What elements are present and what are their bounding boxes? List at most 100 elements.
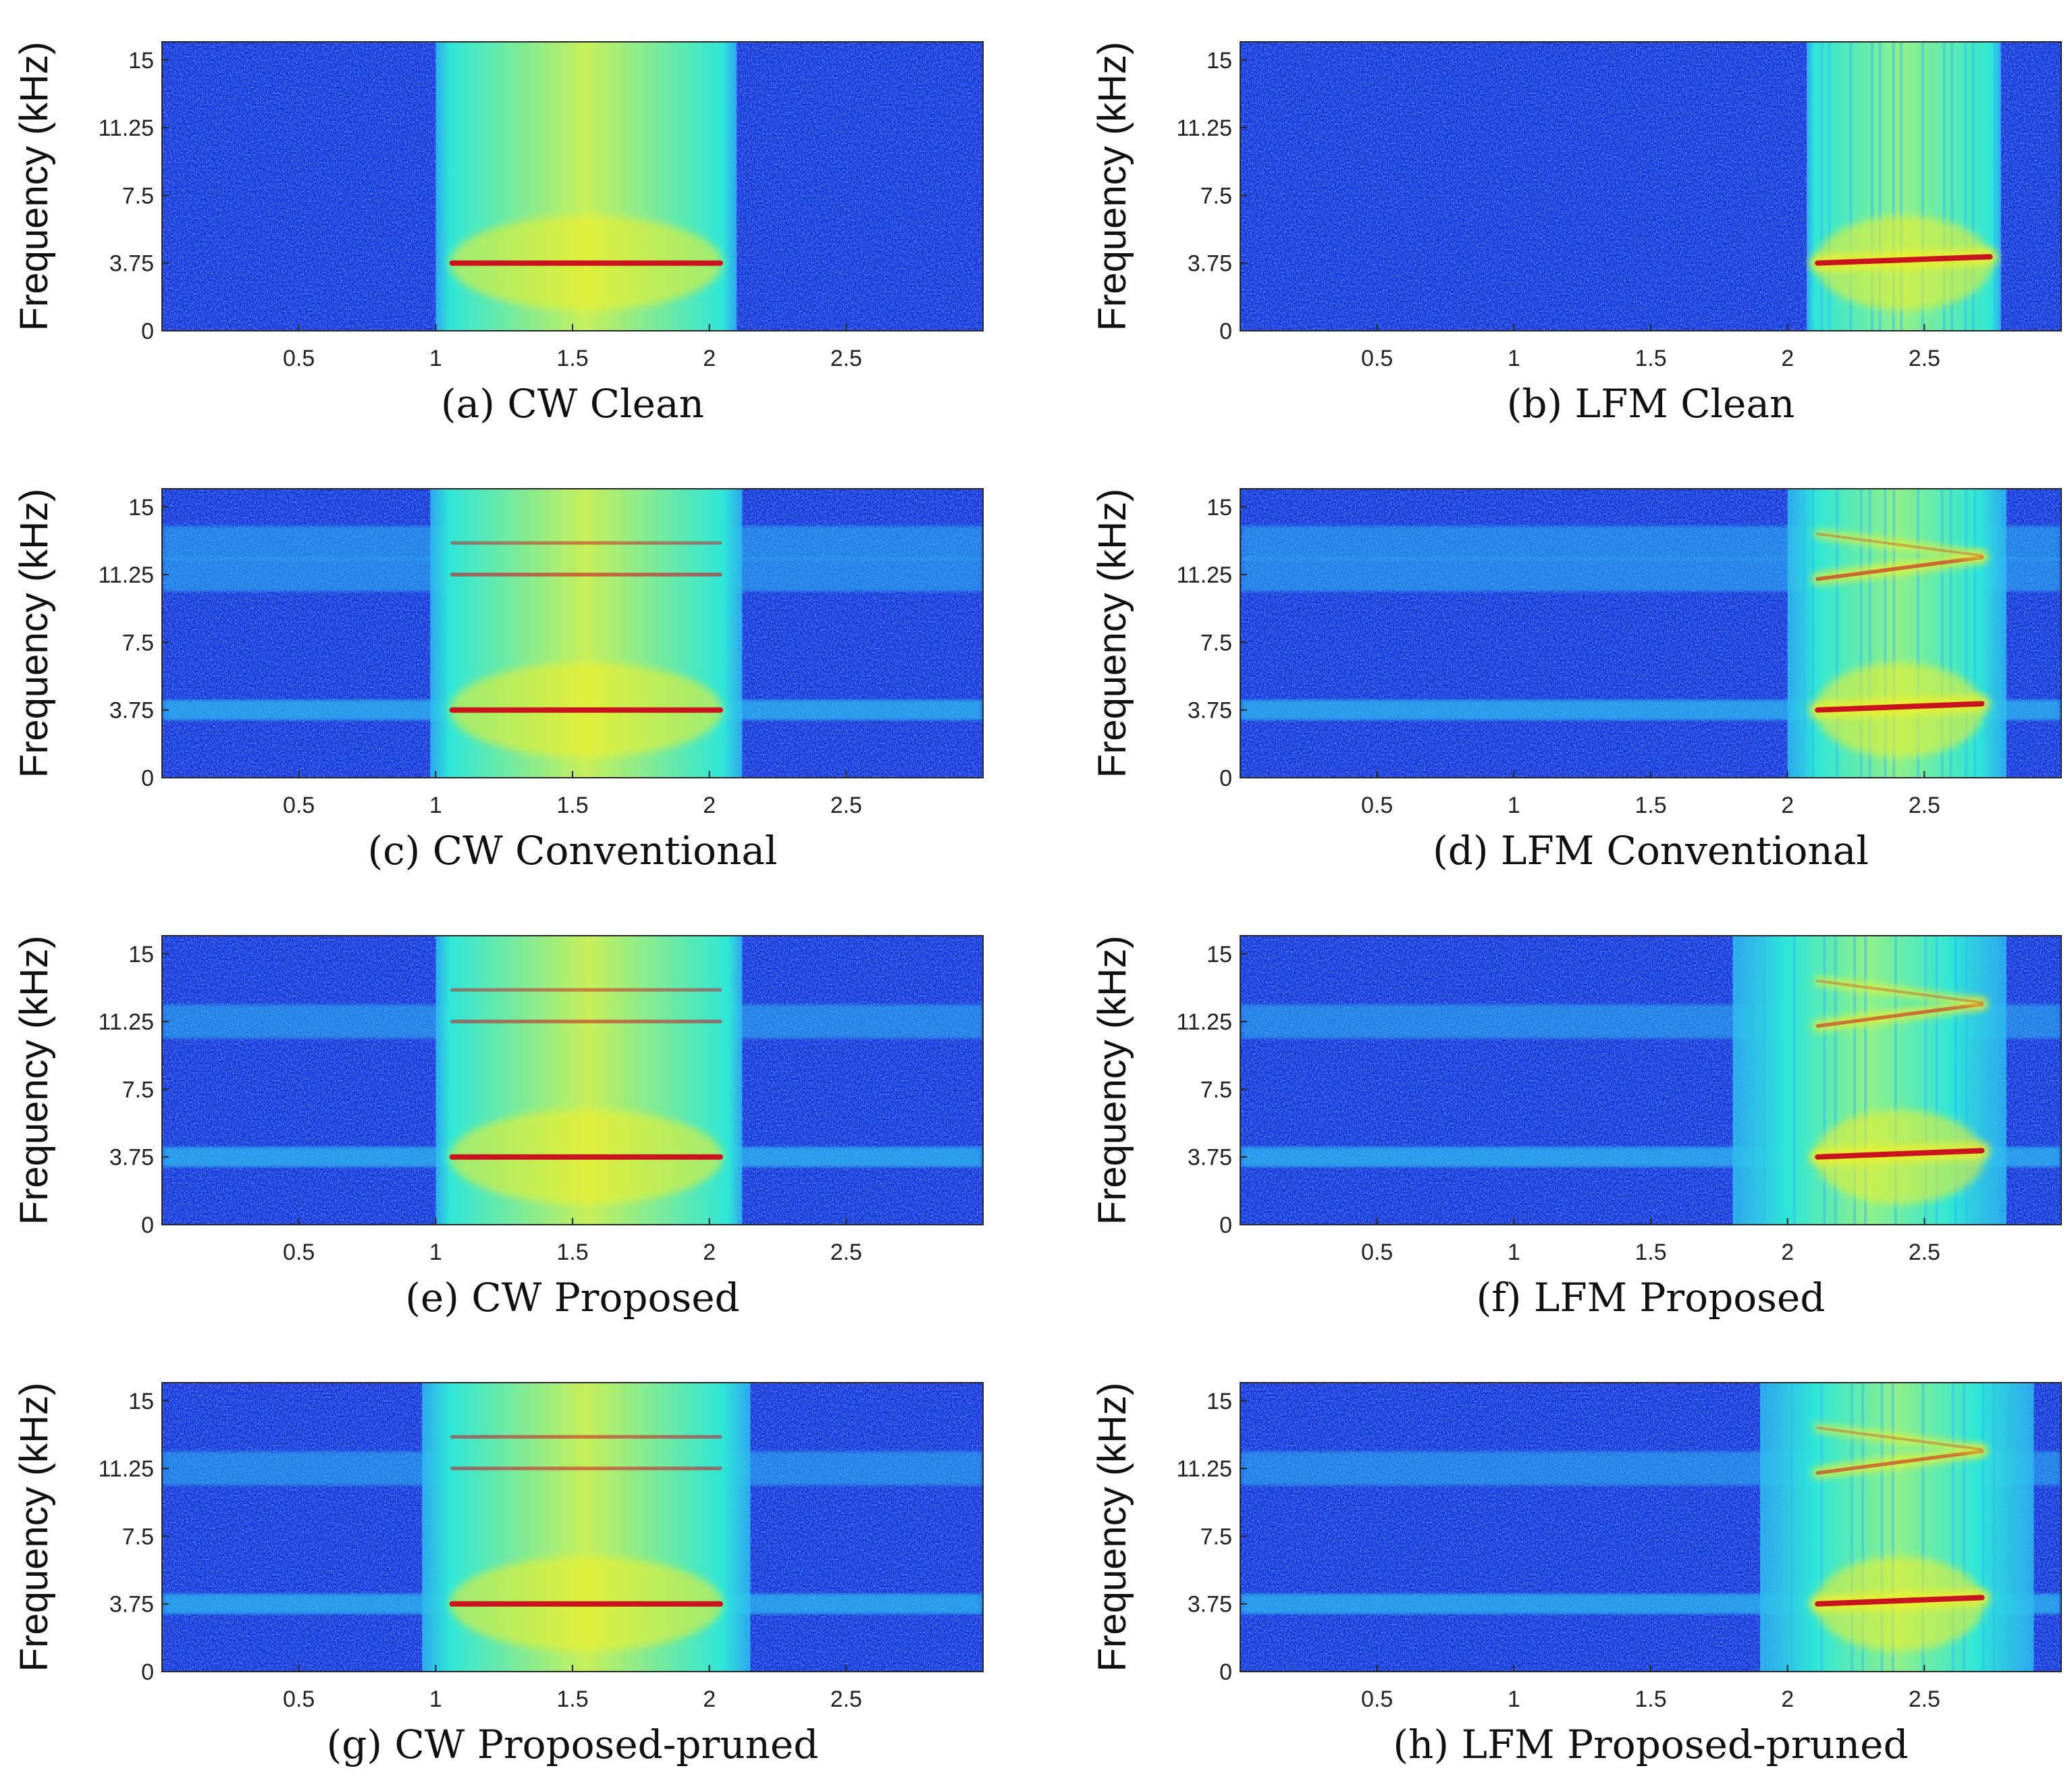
pulse-striation xyxy=(1823,936,1826,1225)
x-tick-label: 1.5 xyxy=(1635,1240,1666,1265)
pulse-striation xyxy=(1820,42,1824,331)
x-tick-label: 2.5 xyxy=(1909,1240,1940,1265)
y-axis-label: Frequency (kHz) xyxy=(1090,1383,1134,1672)
y-tick-label: 0 xyxy=(141,766,154,791)
x-tick-label: 2.5 xyxy=(830,793,862,818)
x-tick-label: 2.5 xyxy=(830,1240,862,1265)
x-tick-label: 0.5 xyxy=(283,1686,315,1712)
pulse-striation xyxy=(1850,1383,1853,1672)
x-tick-label: 0.5 xyxy=(283,346,315,371)
y-tick-label: 11.25 xyxy=(1176,562,1232,588)
pulse-striation xyxy=(1900,42,1903,331)
panel-caption: (c) CW Conventional xyxy=(368,828,778,874)
y-tick-label: 11.25 xyxy=(1176,115,1232,141)
pulse-striation xyxy=(1790,1383,1793,1672)
panel-c: 0.5 1 1.5 2 2.5 0 3.75 7.5 11.25 15 Frequency (kHz… xyxy=(12,488,984,874)
x-tick-label: 1.5 xyxy=(1635,1686,1666,1712)
y-tick-label: 15 xyxy=(1206,942,1232,967)
plot-area xyxy=(1240,42,2061,331)
pulse-striation xyxy=(1951,1383,1955,1672)
pulse-striation xyxy=(1997,489,2000,778)
y-tick-label: 0 xyxy=(1219,766,1232,791)
pulse-striation xyxy=(1982,1383,1985,1672)
x-tick-label: 2 xyxy=(703,1686,716,1712)
pulse-striation xyxy=(1861,1383,1865,1672)
y-tick-label: 7.5 xyxy=(1200,1524,1232,1549)
pulse-striation xyxy=(1836,489,1839,778)
y-tick-label: 15 xyxy=(128,48,154,74)
y-tick-label: 3.75 xyxy=(109,698,154,724)
pulse-striation xyxy=(1779,1383,1782,1672)
x-tick-label: 2 xyxy=(703,1240,716,1265)
pulse-striation xyxy=(1916,489,1919,778)
pulse-striation xyxy=(1760,1383,1763,1672)
pulse-striation xyxy=(1954,936,1957,1225)
y-tick-label: 0 xyxy=(1219,319,1232,344)
y-tick-label: 7.5 xyxy=(1200,1077,1232,1102)
x-tick-label: 2.5 xyxy=(830,1686,862,1712)
pulse-striation xyxy=(1965,936,1969,1225)
tone-line xyxy=(1816,532,1984,557)
y-tick-label: 3.75 xyxy=(1188,251,1232,277)
y-tick-label: 7.5 xyxy=(122,1524,154,1549)
x-tick-label: 2.5 xyxy=(1909,793,1940,818)
y-tick-label: 3.75 xyxy=(109,1592,154,1618)
panel-h: 0.5 1 1.5 2 2.5 0 3.75 7.5 11.25 15 Frequency (kHz… xyxy=(1090,1382,2062,1767)
x-tick-label: 1 xyxy=(429,793,442,818)
x-tick-label: 0.5 xyxy=(1361,793,1393,818)
pulse-striation xyxy=(1853,936,1856,1225)
y-axis-label: Frequency (kHz) xyxy=(1090,42,1134,331)
panel-caption: (d) LFM Conventional xyxy=(1433,828,1869,874)
y-tick-label: 11.25 xyxy=(98,562,154,588)
tone-line xyxy=(1815,1148,1985,1160)
pulse-striation xyxy=(1803,489,1806,778)
x-tick-label: 1 xyxy=(429,1240,442,1265)
y-tick-label: 0 xyxy=(1219,1659,1232,1685)
y-tick-label: 11.25 xyxy=(1176,1009,1232,1035)
panel-f: 0.5 1 1.5 2 2.5 0 3.75 7.5 11.25 15 Frequency (kHz… xyxy=(1090,935,2062,1321)
panel-g: 0.5 1 1.5 2 2.5 0 3.75 7.5 11.25 15 Frequency (kHz… xyxy=(12,1382,984,1767)
y-tick-label: 3.75 xyxy=(1188,1592,1232,1618)
pulse-striation xyxy=(1864,936,1867,1225)
tone-line xyxy=(1816,979,1984,1004)
panel-caption: (h) LFM Proposed-pruned xyxy=(1393,1722,1908,1767)
y-tick-label: 3.75 xyxy=(109,251,154,277)
panel-a: 0.5 1 1.5 2 2.5 0 3.75 7.5 11.25 15 Frequency (kHz… xyxy=(12,41,984,427)
x-tick-label: 1.5 xyxy=(556,1240,588,1265)
pulse-striation xyxy=(1950,42,1954,331)
tone-line xyxy=(1816,1426,1984,1451)
y-tick-label: 15 xyxy=(128,1389,154,1414)
pulse-striation xyxy=(1965,489,1968,778)
plot-area xyxy=(162,42,983,331)
x-tick-label: 1 xyxy=(1508,346,1520,371)
pulse-striation xyxy=(1949,489,1953,778)
x-tick-label: 2 xyxy=(1781,1240,1794,1265)
pulse-striation xyxy=(1892,489,1896,778)
x-tick-label: 0.5 xyxy=(1361,1686,1393,1712)
y-axis-label: Frequency (kHz) xyxy=(1090,489,1134,778)
y-tick-label: 7.5 xyxy=(1200,183,1232,209)
x-tick-label: 1 xyxy=(429,346,442,371)
pulse-striation xyxy=(1787,489,1790,778)
pulse-striation xyxy=(1859,489,1863,778)
x-tick-label: 0.5 xyxy=(283,1240,315,1265)
y-tick-label: 11.25 xyxy=(98,1456,154,1482)
y-tick-label: 15 xyxy=(128,495,154,521)
y-tick-label: 11.25 xyxy=(98,115,154,141)
pulse-striation xyxy=(1924,936,1928,1225)
pulse-striation xyxy=(1963,1383,1966,1672)
y-axis-label: Frequency (kHz) xyxy=(1090,936,1134,1225)
y-tick-label: 15 xyxy=(1206,48,1232,74)
y-tick-label: 3.75 xyxy=(1188,1145,1232,1171)
pulse-striation xyxy=(1973,489,1977,778)
x-tick-label: 2 xyxy=(703,793,716,818)
pulse-striation xyxy=(1964,42,1967,331)
pulse-striation xyxy=(1995,936,1998,1225)
pulse-striation xyxy=(1891,1383,1894,1672)
plot-area xyxy=(162,1383,983,1672)
pulse-striation xyxy=(1871,42,1874,331)
y-tick-label: 11.25 xyxy=(98,1009,154,1035)
y-tick-label: 3.75 xyxy=(109,1145,154,1171)
y-axis-label: Frequency (kHz) xyxy=(12,1383,56,1672)
y-tick-label: 7.5 xyxy=(122,1077,154,1102)
